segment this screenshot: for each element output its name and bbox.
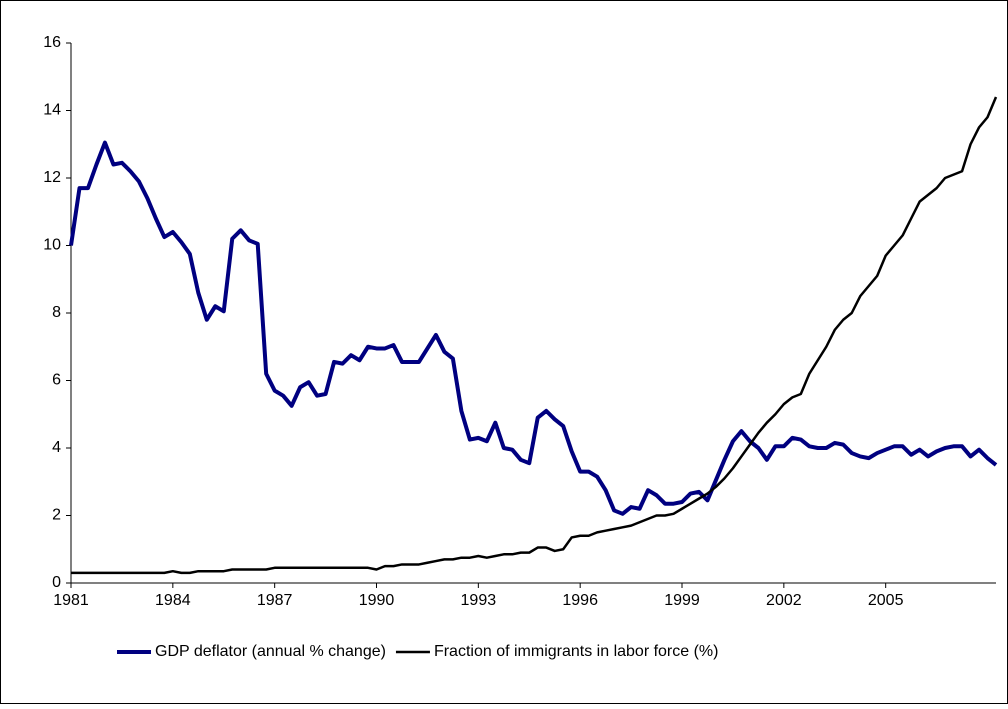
x-tick-label: 2005 bbox=[868, 592, 904, 609]
x-tick-label: 2002 bbox=[766, 592, 802, 609]
x-tick-label: 1993 bbox=[461, 592, 497, 609]
y-tick-label: 2 bbox=[52, 507, 61, 524]
legend-label: GDP deflator (annual % change) bbox=[155, 643, 386, 660]
y-tick-label: 8 bbox=[52, 304, 61, 321]
y-tick-label: 10 bbox=[43, 237, 61, 254]
y-tick-label: 6 bbox=[52, 372, 61, 389]
x-tick-label: 1996 bbox=[562, 592, 598, 609]
x-tick-label: 1984 bbox=[155, 592, 191, 609]
x-tick-label: 1981 bbox=[53, 592, 89, 609]
x-tick-label: 1999 bbox=[664, 592, 700, 609]
x-tick-label: 1987 bbox=[257, 592, 293, 609]
y-tick-label: 16 bbox=[43, 34, 61, 51]
y-tick-label: 0 bbox=[52, 574, 61, 591]
x-tick-label: 1990 bbox=[359, 592, 395, 609]
y-tick-label: 4 bbox=[52, 439, 61, 456]
series-line bbox=[69, 140, 998, 516]
series-line bbox=[71, 96, 998, 575]
y-tick-label: 12 bbox=[43, 169, 61, 186]
legend-label: Fraction of immigrants in labor force (%… bbox=[434, 643, 719, 660]
y-tick-label: 14 bbox=[43, 102, 61, 119]
